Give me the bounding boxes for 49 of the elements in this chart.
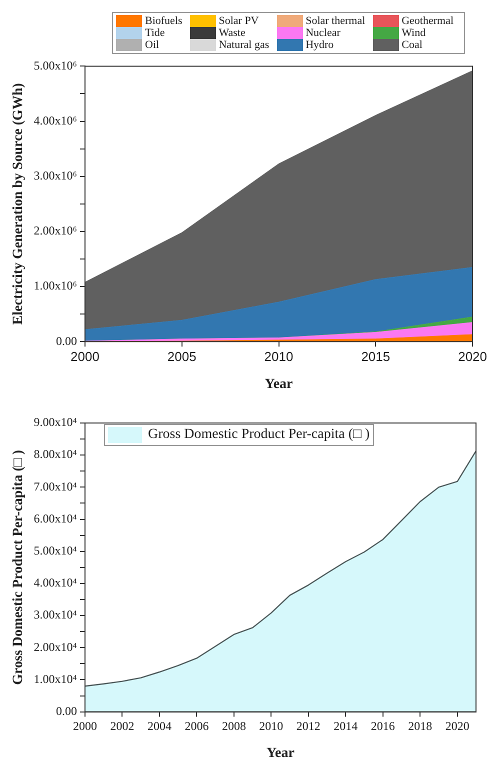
legend-label: Wind (402, 27, 426, 39)
x-tick-label: 2018 (408, 719, 432, 734)
x-tick-label: 2005 (167, 348, 196, 364)
y-tick-label: 1.00x10⁶ (34, 278, 77, 293)
x-tick-label: 2000 (72, 719, 97, 734)
x-tick-label: 2016 (370, 719, 395, 734)
y-tick-label: 5.00x10⁴ (34, 544, 77, 558)
x-tick-label: 2006 (184, 719, 209, 734)
y-tick-label: 1.00x10⁴ (34, 672, 77, 686)
legend-label: Solar PV (218, 15, 259, 27)
y-tick-label: 6.00x10⁴ (34, 511, 77, 526)
y-tick-label: 4.00x10⁴ (34, 576, 77, 590)
y-axis-title: Electricity Generation by Source (GWh) (11, 82, 26, 325)
y-tick-label: 7.00x10⁴ (34, 479, 77, 494)
x-tick-label: 2000 (70, 348, 100, 364)
legend-label: Tide (145, 27, 165, 39)
legend-label: Hydro (306, 39, 334, 51)
x-tick-label: 2014 (334, 719, 358, 734)
y-tick-label: 3.00x10⁶ (34, 168, 77, 183)
x-tick-label: 2015 (361, 348, 390, 364)
y-tick-label: 2.00x10⁴ (34, 640, 77, 654)
legend-label: Coal (402, 39, 422, 51)
legend-label: Geothermal (402, 15, 454, 27)
y-tick-label: 0.00 (56, 334, 77, 348)
legend-label: Gross Domestic Product Per-capita (□ ) (148, 427, 370, 443)
x-tick-label: 2004 (147, 719, 172, 734)
x-tick-label: 2002 (110, 719, 134, 734)
x-tick-label: 2008 (222, 719, 246, 734)
legend-label: Oil (145, 39, 160, 51)
legend-label: Nuclear (306, 27, 340, 39)
y-tick-label: 9.00x10⁴ (34, 415, 77, 430)
x-tick-label: 2020 (445, 719, 470, 734)
y-tick-label: 8.00x10⁴ (34, 447, 77, 462)
legend-label: Waste (218, 27, 246, 39)
y-tick-label: 5.00x10⁶ (34, 58, 77, 72)
legend-label: Natural gas (218, 39, 270, 51)
x-tick-label: 2010 (264, 348, 294, 364)
x-axis-title: Year (266, 746, 294, 761)
y-axis-title: Gross Domestic Product Per-capita (□ ) (11, 450, 26, 685)
legend-label: Solar thermal (306, 15, 366, 27)
y-tick-label: 3.00x10⁴ (34, 608, 77, 622)
x-axis-title: Year (264, 377, 293, 392)
y-tick-label: 4.00x10⁶ (34, 113, 77, 128)
y-tick-label: 0.00 (56, 704, 77, 718)
x-tick-label: 2012 (296, 719, 320, 734)
legend-label: Biofuels (145, 15, 182, 27)
x-tick-label: 2010 (259, 719, 284, 734)
x-tick-label: 2020 (458, 348, 487, 364)
y-tick-label: 2.00x10⁶ (34, 224, 77, 238)
